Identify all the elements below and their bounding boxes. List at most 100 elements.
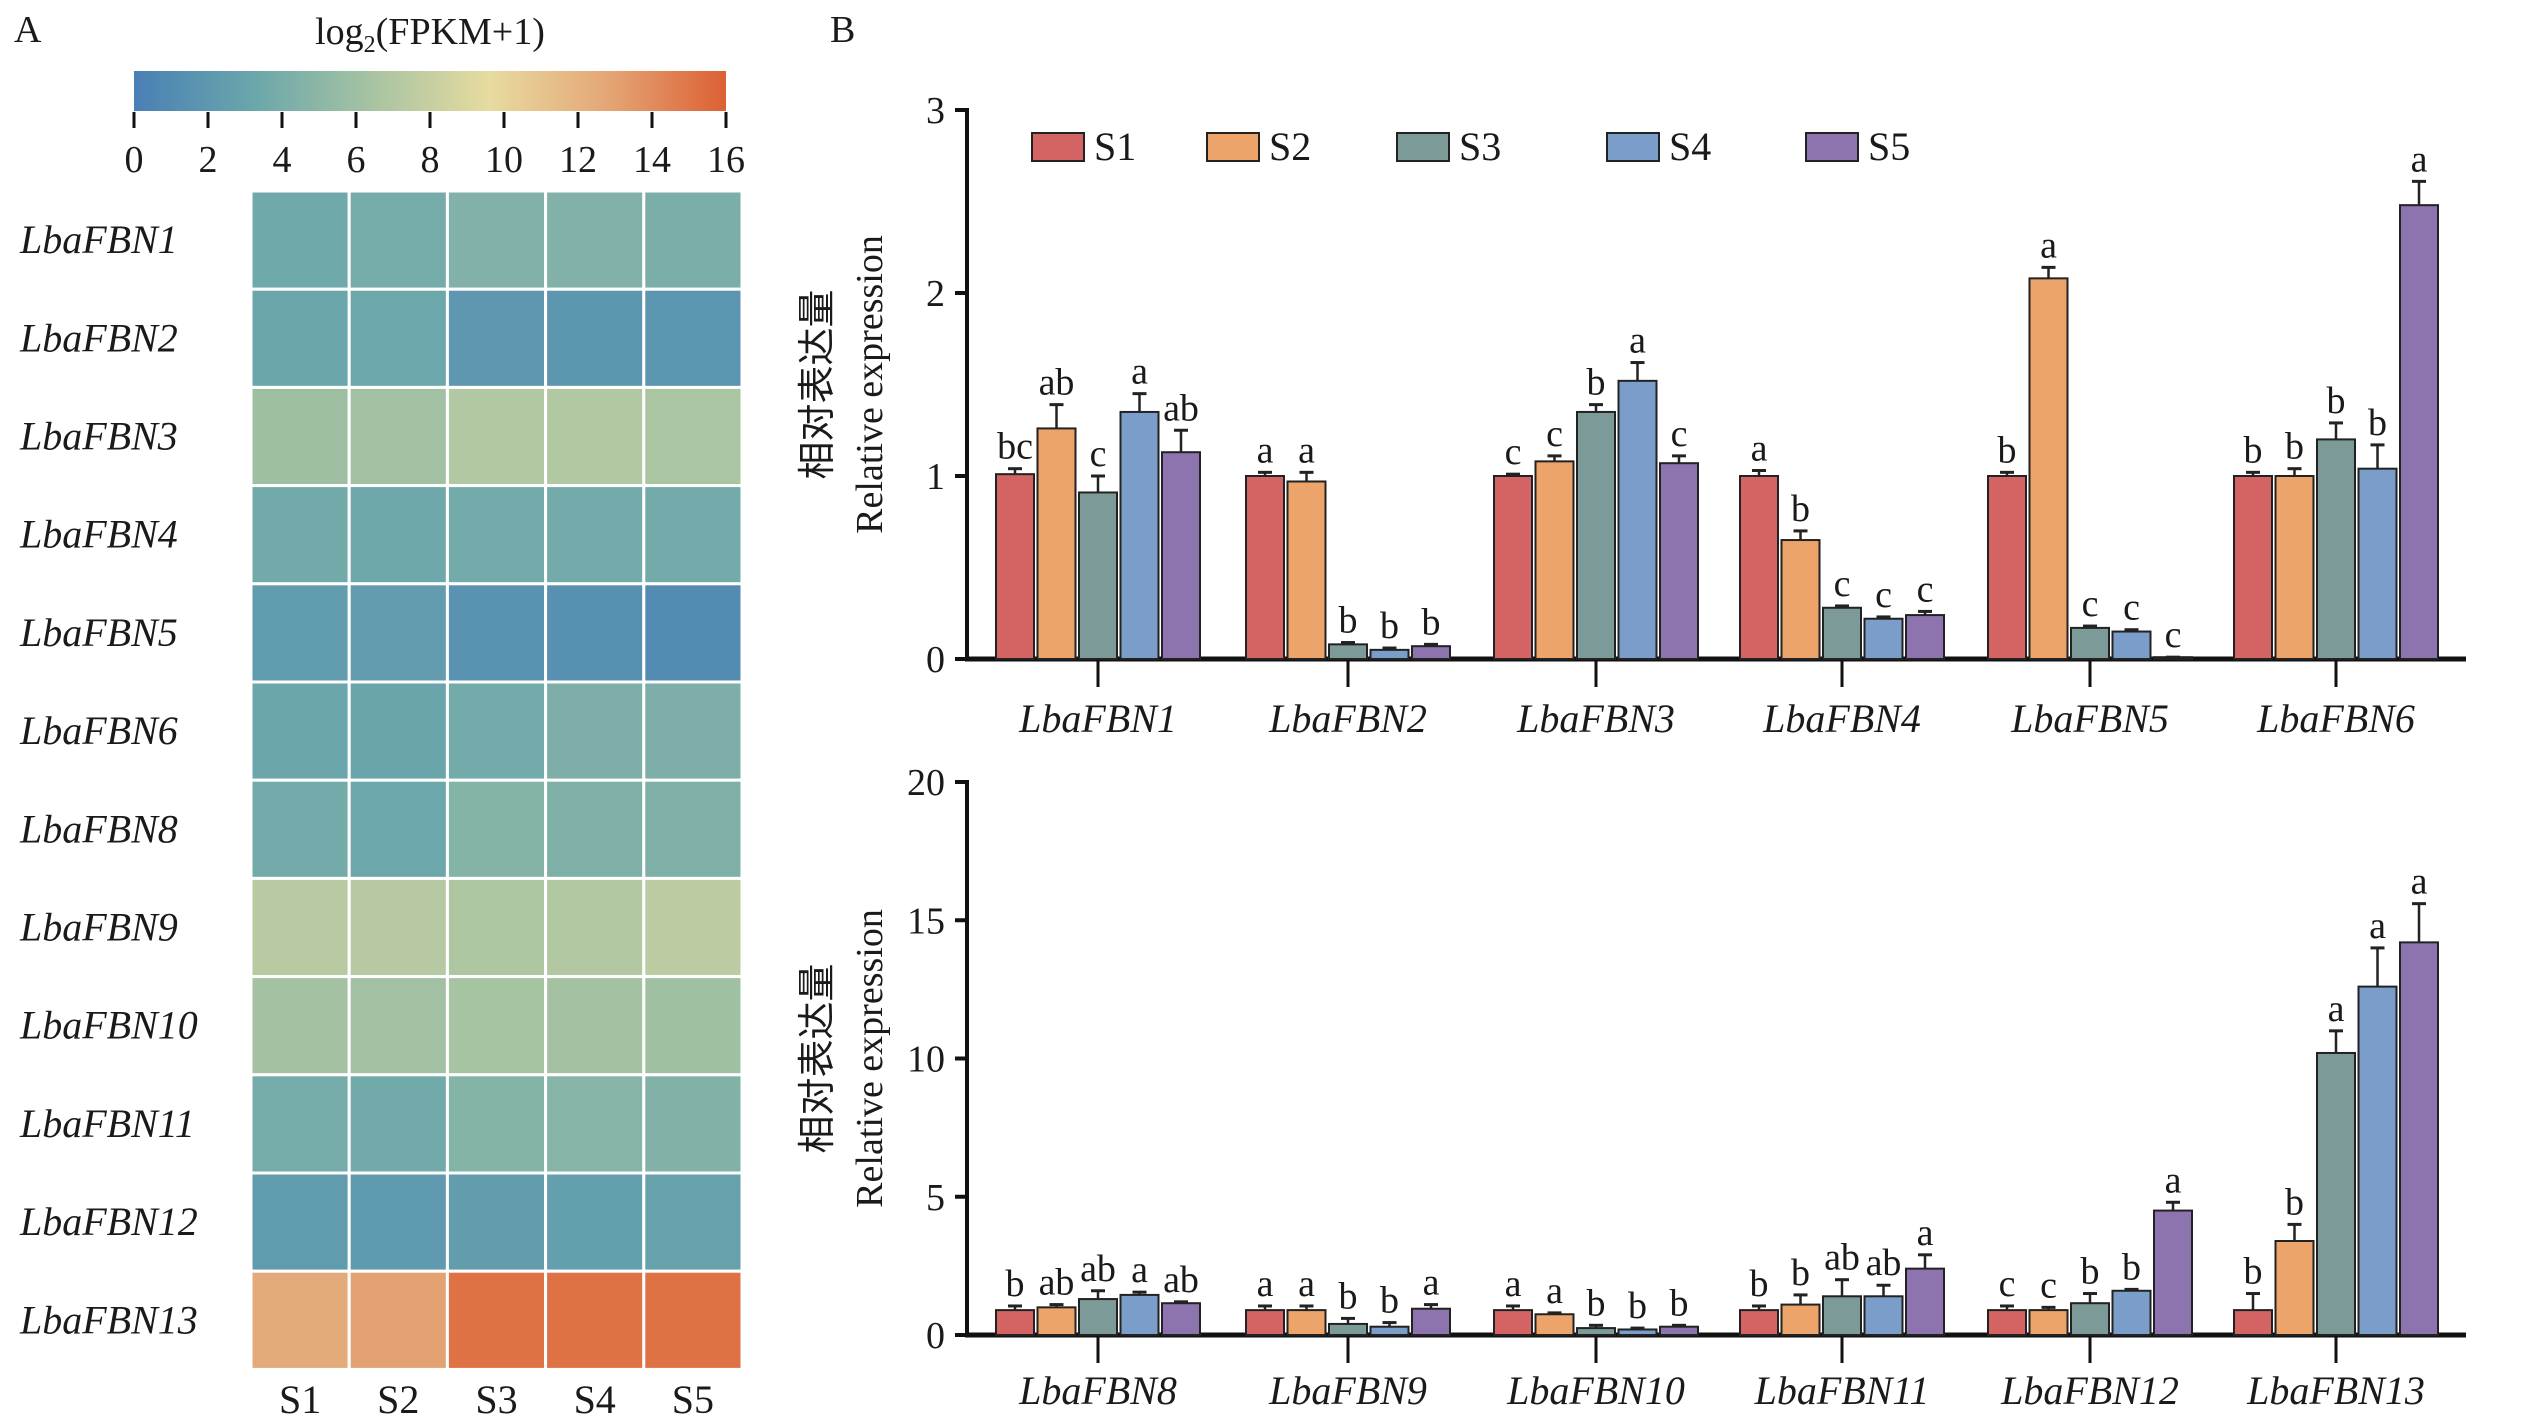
significance-letter: c bbox=[1875, 574, 1892, 616]
legend-swatch-s1 bbox=[1031, 132, 1085, 162]
bar-s3 bbox=[2316, 1051, 2356, 1336]
heatmap-cell bbox=[445, 680, 548, 782]
significance-letter: a bbox=[1257, 1263, 1274, 1305]
significance-letter: c bbox=[1834, 563, 1851, 605]
heatmap-cell bbox=[445, 975, 548, 1077]
significance-letter: a bbox=[2328, 988, 2345, 1030]
bar-s5 bbox=[2399, 941, 2439, 1336]
legend-label: S1 bbox=[1094, 124, 1136, 169]
x-tick-label: LbaFBN12 bbox=[2000, 1368, 2179, 1413]
heatmap-col-label: S4 bbox=[574, 1377, 616, 1420]
heatmap-cell bbox=[642, 287, 744, 389]
bar-s4 bbox=[2111, 1289, 2152, 1337]
heatmap-col-label: S2 bbox=[377, 1377, 419, 1420]
heatmap-cell bbox=[347, 680, 449, 782]
heatmap-cell bbox=[347, 1171, 449, 1273]
heatmap-cell bbox=[347, 975, 449, 1077]
bar-s4 bbox=[1863, 617, 1904, 660]
bar-s5 bbox=[1161, 1302, 1201, 1337]
significance-letter: c bbox=[1999, 1263, 2016, 1305]
colorbar bbox=[134, 71, 726, 111]
bar-s1 bbox=[2233, 475, 2273, 660]
heatmap-cell bbox=[642, 1073, 744, 1175]
significance-letter: b bbox=[1587, 1282, 1606, 1324]
heatmap-cell bbox=[249, 1269, 351, 1371]
heatmap-row-label: LbaFBN13 bbox=[19, 1297, 198, 1342]
heatmap-cell bbox=[445, 484, 548, 586]
y-axis-label: Relative expression bbox=[849, 909, 891, 1208]
bar-s4 bbox=[2357, 467, 2398, 660]
significance-letter: bc bbox=[997, 426, 1033, 468]
bar-s2 bbox=[2274, 1239, 2315, 1336]
bar-s1 bbox=[1245, 1309, 1285, 1336]
bar-s5 bbox=[2399, 204, 2439, 660]
heatmap-col-label: S3 bbox=[475, 1377, 517, 1420]
bar-s5 bbox=[1905, 614, 1945, 661]
significance-letter: b bbox=[1380, 1280, 1399, 1322]
bar-s2 bbox=[1036, 1306, 1077, 1336]
colorbar-ticks: 0 2 4 6 8 10 12 14 16 bbox=[125, 112, 745, 181]
heatmap-row-label: LbaFBN12 bbox=[19, 1199, 198, 1244]
significance-letter: b bbox=[1750, 1263, 1769, 1305]
heatmap-row-label: LbaFBN2 bbox=[19, 315, 178, 360]
legend-label: S4 bbox=[1669, 124, 1711, 169]
significance-letter: b bbox=[1587, 362, 1606, 404]
heatmap-cell bbox=[347, 1073, 449, 1175]
bar-s3 bbox=[1078, 491, 1118, 660]
heatmap-cell bbox=[347, 385, 449, 488]
x-tick-label: LbaFBN1 bbox=[1018, 696, 1177, 741]
heatmap-cell bbox=[249, 778, 351, 880]
heatmap-cell bbox=[347, 1269, 449, 1371]
significance-letter: a bbox=[1751, 428, 1768, 470]
significance-letter: ab bbox=[1824, 1237, 1860, 1279]
heatmap-cell bbox=[249, 1073, 351, 1175]
bar-s5 bbox=[1161, 451, 1201, 660]
significance-letter: b bbox=[1422, 601, 1441, 643]
heatmap-cell bbox=[347, 484, 449, 586]
bar-s1 bbox=[1739, 1309, 1779, 1336]
heatmap-cell bbox=[347, 876, 449, 979]
significance-letter: b bbox=[1998, 429, 2017, 471]
significance-letter: ab bbox=[1039, 1262, 1075, 1304]
significance-letter: c bbox=[2165, 614, 2182, 656]
bar-s2 bbox=[1286, 480, 1327, 660]
bar-s3 bbox=[1078, 1298, 1118, 1337]
bar-s3 bbox=[1328, 643, 1368, 660]
y-tick-label: 2 bbox=[926, 273, 945, 315]
bar-s4 bbox=[2357, 985, 2398, 1336]
significance-letter: c bbox=[1671, 413, 1688, 455]
significance-letter: ab bbox=[1039, 362, 1075, 404]
significance-letter: c bbox=[1546, 413, 1563, 455]
colorbar-tick-label: 16 bbox=[707, 139, 745, 181]
significance-letter: b bbox=[2081, 1251, 2100, 1293]
legend-swatch-s5 bbox=[1805, 132, 1859, 162]
colorbar-tick-label: 14 bbox=[633, 139, 671, 181]
heatmap-cell bbox=[445, 1269, 548, 1371]
significance-letter: c bbox=[1090, 433, 1107, 475]
heatmap-cell bbox=[544, 1073, 646, 1175]
heatmap-cell bbox=[445, 1073, 548, 1175]
significance-letter: b bbox=[2122, 1246, 2141, 1288]
bar-s3 bbox=[1576, 410, 1616, 661]
colorbar-title: log2(FPKM+1) bbox=[315, 11, 545, 58]
x-tick-label: LbaFBN3 bbox=[1516, 696, 1675, 741]
y-axis-label-cn: 相对表达量 bbox=[797, 289, 839, 479]
significance-letter: b bbox=[2327, 380, 2346, 422]
heatmap-cell bbox=[544, 1171, 646, 1273]
heatmap-row-label: LbaFBN6 bbox=[19, 708, 178, 753]
significance-letter: a bbox=[1917, 1212, 1934, 1254]
heatmap-cell bbox=[249, 582, 351, 684]
heatmap-cell bbox=[544, 287, 646, 389]
heatmap-cell bbox=[445, 582, 548, 684]
significance-letter: ab bbox=[1080, 1248, 1116, 1290]
heatmap-cell bbox=[347, 582, 449, 684]
bar-s4 bbox=[1863, 1295, 1904, 1337]
y-axis-label: Relative expression bbox=[849, 235, 891, 534]
heatmap-row-label: LbaFBN8 bbox=[19, 806, 178, 851]
heatmap-cell bbox=[249, 385, 351, 488]
bar-s1 bbox=[1245, 475, 1285, 660]
colorbar-tick-label: 6 bbox=[347, 139, 366, 181]
bar-s2 bbox=[1780, 1303, 1821, 1336]
